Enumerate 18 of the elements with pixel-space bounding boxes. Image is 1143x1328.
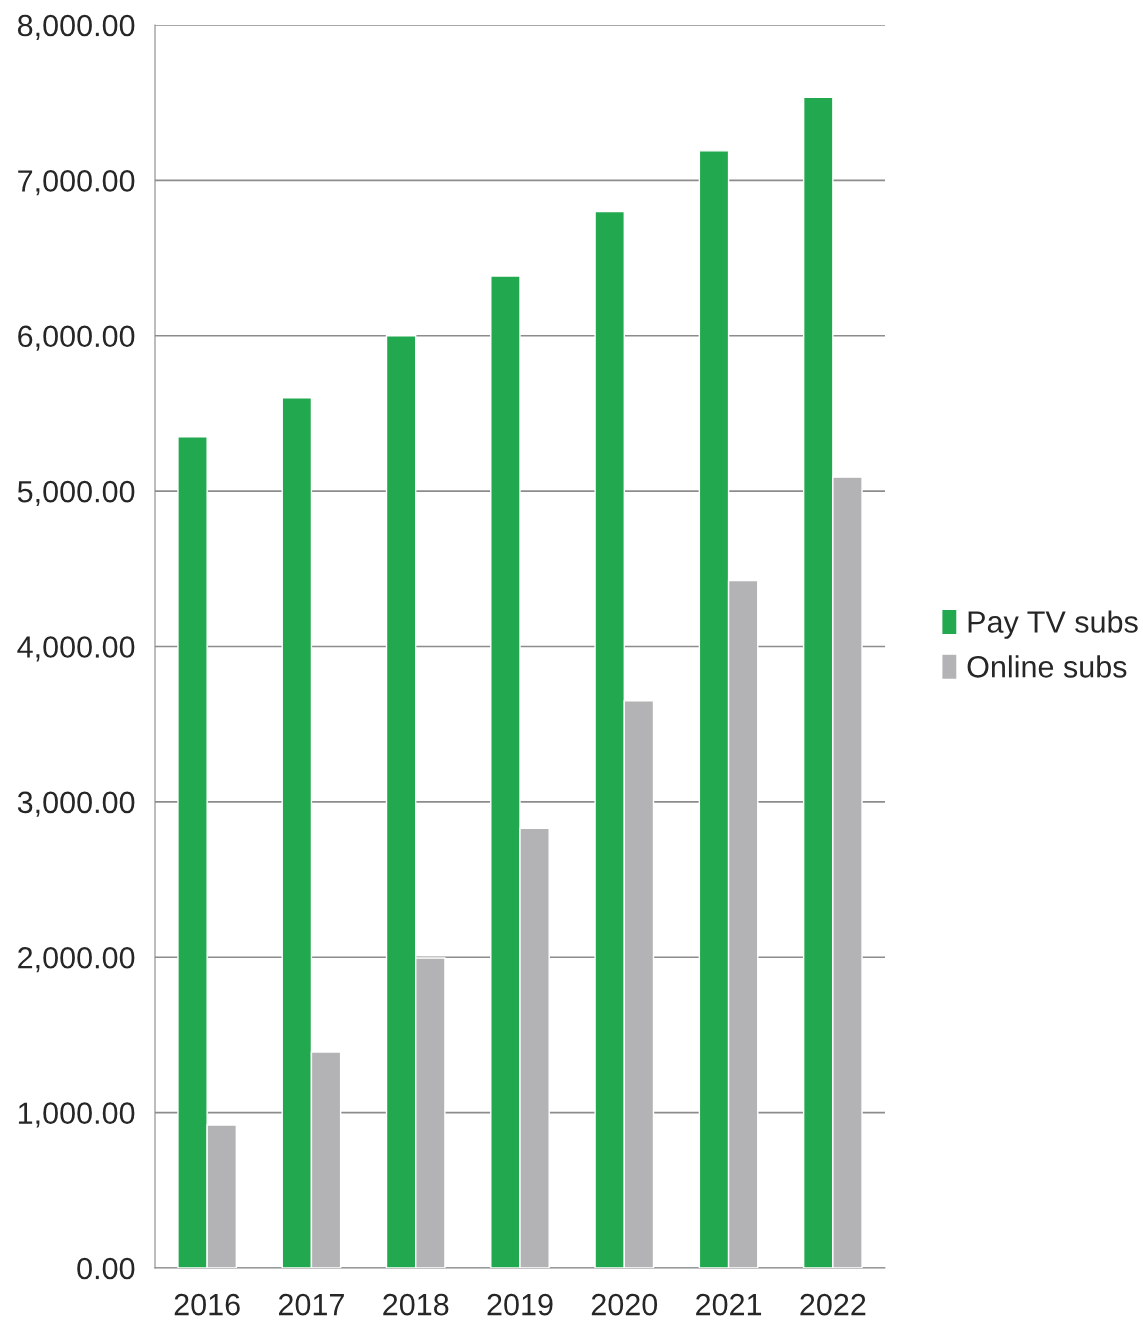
legend-label: Online subs [967, 655, 1127, 678]
legend-label: Pay TV subs [968, 610, 1138, 639]
x-tick-label: 2016 [174, 1293, 240, 1316]
y-tick-label: 1,000.00 [18, 1102, 135, 1128]
y-tick-label: 4,000.00 [17, 636, 135, 662]
y-tick-label: 5,000.00 [17, 480, 135, 507]
x-tick-label: 2018 [383, 1293, 449, 1316]
x-tick-label: 2020 [591, 1293, 658, 1316]
y-tick-label: 0.00 [77, 1257, 135, 1280]
x-tick-label: 2017 [278, 1293, 344, 1316]
y-tick-label: 2,000.00 [18, 946, 135, 973]
y-tick-label: 3,000.00 [17, 791, 135, 817]
y-tick-label: 6,000.00 [18, 325, 135, 351]
x-tick-label: 2019 [487, 1293, 553, 1316]
y-tick-label: 8,000.00 [17, 14, 135, 40]
x-tick-label: 2021 [696, 1293, 762, 1316]
y-tick-label: 7,000.00 [18, 170, 135, 196]
x-tick-label: 2022 [800, 1293, 866, 1316]
